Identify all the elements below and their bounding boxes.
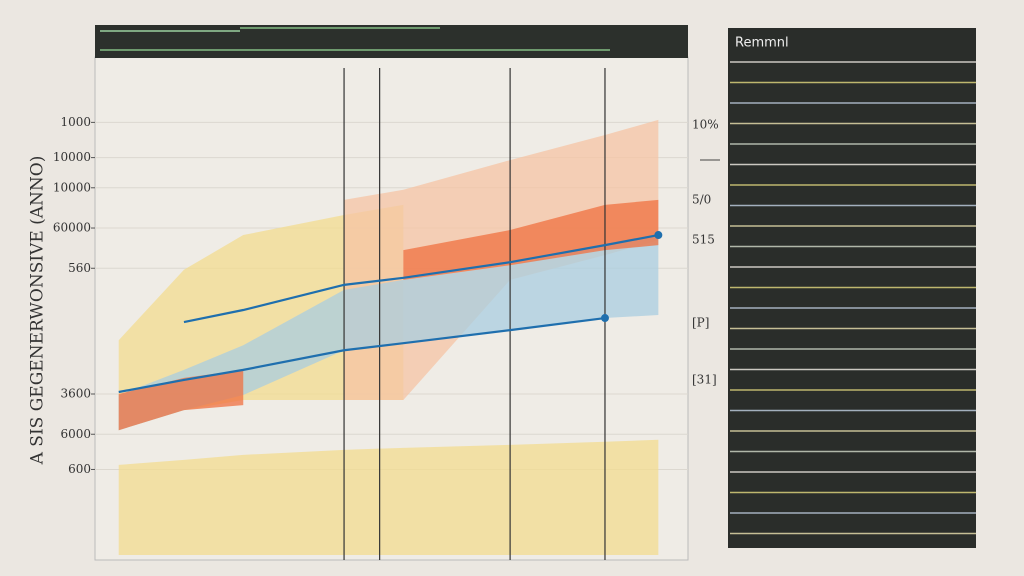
area	[118, 369, 244, 431]
line-end-dot	[600, 314, 609, 323]
y-tick-label: 600	[68, 462, 91, 476]
line	[183, 233, 659, 324]
side-label: 5/0	[692, 193, 711, 207]
area	[118, 235, 659, 431]
y-tick-label: 3600	[60, 387, 91, 401]
y-tick-label: 10000	[53, 150, 91, 164]
area	[403, 199, 659, 280]
y-tick-label: 1000	[60, 115, 91, 129]
y-axis-label: A SIS GEGENERWONSIVE (ANNO)	[28, 156, 48, 466]
area	[118, 439, 659, 555]
side-label: [31]	[692, 373, 717, 387]
side-label: [P]	[692, 316, 709, 330]
line	[118, 316, 606, 394]
panel-title: Remmnl	[735, 36, 789, 51]
y-tick-label: 60000	[53, 221, 91, 235]
side-label: 10%	[692, 118, 719, 132]
line-end-dot	[654, 231, 663, 240]
side-label: 515	[692, 233, 715, 247]
y-tick-label: 6000	[60, 427, 91, 441]
y-tick-label: 560	[68, 261, 91, 275]
marks	[95, 68, 688, 560]
header-bar	[95, 25, 688, 58]
y-tick-label: 10000	[53, 180, 91, 194]
